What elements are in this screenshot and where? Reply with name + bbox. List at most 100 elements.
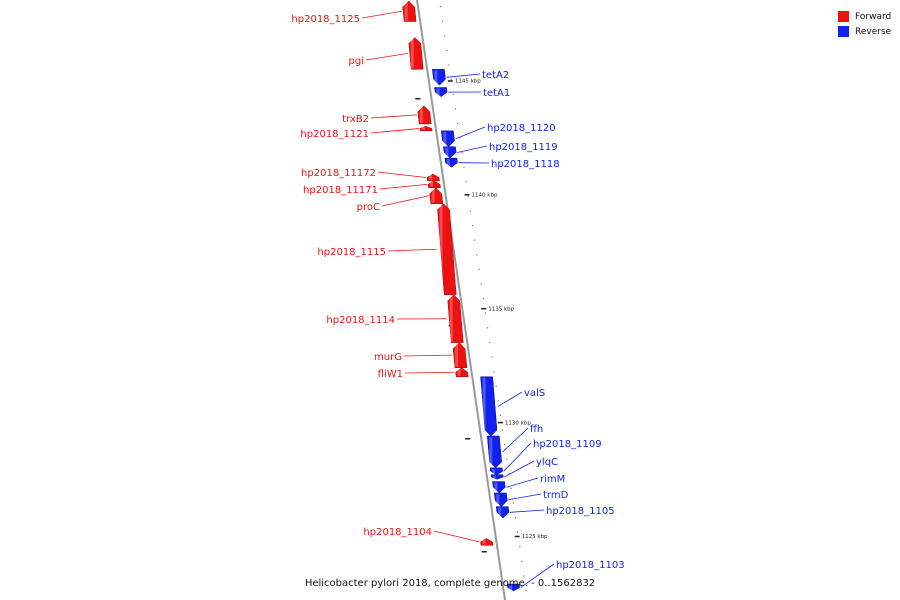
gene-valS[interactable] [480, 376, 498, 437]
gene-label-hp2018_1120[interactable]: hp2018_1120 [487, 123, 556, 134]
axis-dots [415, 6, 527, 592]
gene-leader-line [497, 391, 523, 407]
axis-dot [510, 487, 512, 489]
gene-hp2018_1119[interactable] [443, 146, 457, 159]
gene-leader-line [457, 145, 488, 153]
forward-swatch-icon [838, 11, 849, 22]
gene-highlight [482, 539, 486, 545]
legend-item-reverse: Reverse [838, 24, 891, 39]
gene-highlight [410, 38, 414, 69]
gene-label-pgi[interactable]: pgi [349, 56, 364, 67]
gene-hp2018_11172[interactable] [426, 173, 440, 182]
gene-label-valS[interactable]: valS [524, 388, 545, 399]
gene-hp2018_1114[interactable] [447, 294, 464, 343]
gene-hp2018_1121[interactable] [419, 125, 433, 132]
axis-dot [461, 152, 463, 154]
axis-dot [486, 327, 489, 329]
gene-proC[interactable] [429, 187, 444, 204]
gene-label-hp2018_1125[interactable]: hp2018_1125 [291, 14, 360, 25]
scale-tick [464, 194, 470, 196]
scale-tick-label: 1135 kbp [488, 306, 514, 312]
gene-tetA2[interactable] [432, 69, 446, 86]
gene-highlight [431, 188, 435, 203]
legend-item-forward: Forward [838, 9, 891, 24]
gene-label-hp2018_1119[interactable]: hp2018_1119 [489, 142, 558, 153]
gene-label-hp2018_1109[interactable]: hp2018_1109 [533, 439, 602, 450]
axis-dot [439, 6, 442, 8]
gene-tetA1[interactable] [434, 87, 448, 97]
gene-hp2018_1104[interactable] [480, 538, 494, 546]
reverse-swatch-icon [838, 26, 849, 37]
gene-leader-line [508, 493, 542, 501]
gene-label-tetA2[interactable]: tetA2 [482, 70, 509, 81]
gene-label-hp2018_11172[interactable]: hp2018_11172 [301, 168, 376, 179]
gene-leader-line [381, 195, 429, 207]
gene-leader-line [361, 10, 402, 19]
gene-highlight [439, 204, 443, 294]
gene-hp2018_1120[interactable] [441, 130, 455, 148]
gene-highlight [429, 175, 433, 180]
axis-dash [481, 551, 487, 553]
axis-dot [463, 166, 465, 168]
gene-label-ffh[interactable]: ffh [530, 424, 543, 435]
gene-leader-line [377, 171, 427, 178]
axis-dot [450, 79, 452, 81]
gene-highlight [498, 507, 502, 518]
scale-ticks: 1145 kbp 1140 kbp 1135 kbp 1130 kbp 1125 kbp [447, 79, 548, 540]
gene-highlight [482, 377, 486, 436]
gene-hp2018_1115[interactable] [437, 203, 457, 296]
gene-trxB2[interactable] [417, 105, 432, 125]
gene-pgi[interactable] [408, 37, 424, 70]
axis-dot [495, 385, 497, 387]
gene-hp2018_1109[interactable] [489, 467, 503, 476]
scale-tick-label: 1145 kbp [455, 79, 481, 85]
gene-fliW1[interactable] [455, 367, 469, 378]
gene-leader-line [503, 442, 532, 472]
scale-tick-label: 1125 kbp [522, 534, 548, 540]
axis-dot [444, 35, 446, 37]
gene-ylqC[interactable] [490, 474, 504, 480]
gene-ffh[interactable] [487, 435, 502, 469]
axis-dot [452, 93, 454, 95]
gene-hp2018_1103[interactable] [506, 583, 520, 592]
axis-dot [484, 312, 487, 314]
gene-hp2018_1118[interactable] [444, 157, 458, 168]
gene-label-hp2018_11171[interactable]: hp2018_11171 [303, 185, 378, 196]
gene-label-trxB2[interactable]: trxB2 [342, 114, 369, 125]
gene-highlight [492, 475, 496, 479]
gene-hp2018_11171[interactable] [427, 180, 441, 189]
gene-trmD[interactable] [494, 492, 508, 507]
axis-dot [442, 20, 444, 22]
gene-label-ylqC[interactable]: ylqC [536, 457, 558, 468]
legend-label-forward: Forward [855, 11, 892, 22]
gene-label-hp2018_1103[interactable]: hp2018_1103 [556, 560, 625, 571]
axis-dot [491, 356, 493, 358]
gene-label-trmD[interactable]: trmD [543, 490, 569, 501]
gene-label-murG[interactable]: murG [374, 352, 402, 363]
legend: Forward Reverse [838, 9, 891, 39]
axis-dot [514, 517, 517, 519]
gene-label-tetA1[interactable]: tetA1 [483, 88, 510, 99]
gene-label-hp2018_1115[interactable]: hp2018_1115 [317, 247, 386, 258]
scale-tick-label: 1130 kbp [505, 420, 531, 426]
axis-dot [506, 458, 508, 460]
genome-caption: Helicobacter pylori 2018, complete genom… [304, 578, 596, 589]
gene-murG[interactable] [452, 342, 468, 368]
gene-leader-line [365, 52, 408, 61]
axis-dot [454, 108, 457, 110]
gene-leader-line [379, 183, 428, 190]
gene-label-hp2018_1121[interactable]: hp2018_1121 [300, 129, 369, 140]
gene-rimM[interactable] [492, 481, 506, 494]
gene-label-hp2018_1105[interactable]: hp2018_1105 [546, 506, 615, 517]
gene-label-hp2018_1118[interactable]: hp2018_1118 [491, 159, 560, 170]
gene-label-fliW1[interactable]: fliW1 [378, 369, 403, 380]
gene-hp2018_1105[interactable] [495, 506, 510, 519]
gene-hp2018_1125[interactable] [402, 0, 417, 22]
axis-dot [446, 49, 448, 51]
gene-label-hp2018_1114[interactable]: hp2018_1114 [326, 315, 395, 326]
gene-highlight [434, 70, 438, 85]
gene-highlight [445, 147, 449, 158]
gene-label-rimM[interactable]: rimM [540, 474, 565, 485]
gene-label-proC[interactable]: proC [357, 202, 380, 213]
gene-label-hp2018_1104[interactable]: hp2018_1104 [363, 527, 432, 538]
